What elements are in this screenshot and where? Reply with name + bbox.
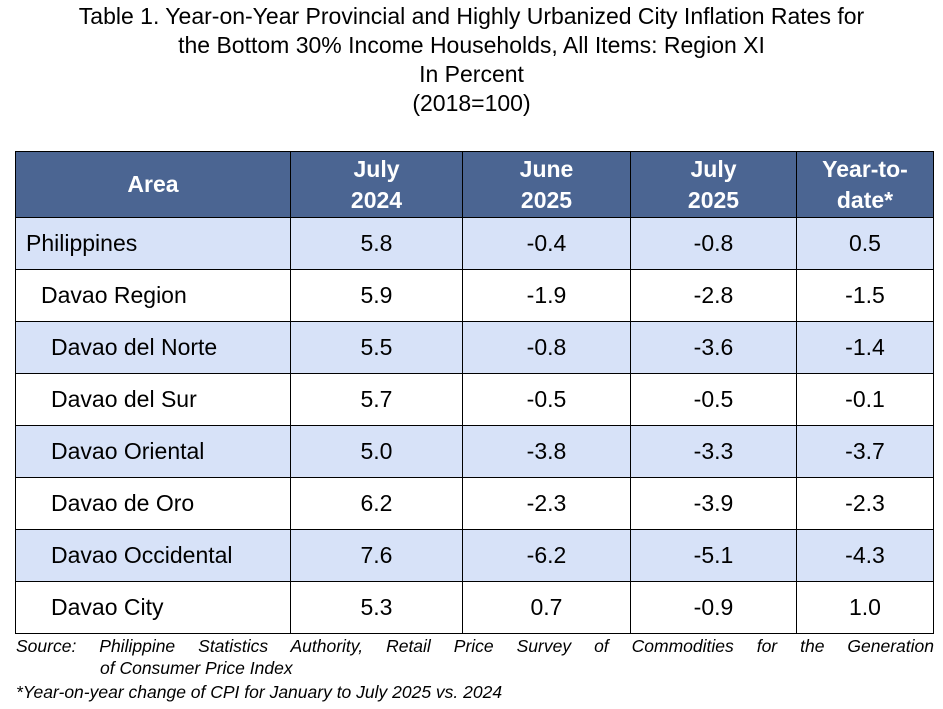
value-cell: -3.3 xyxy=(630,425,797,478)
header-line-1: July xyxy=(353,155,400,182)
table-row: Philippines 5.8 -0.4 -0.8 0.5 xyxy=(15,217,934,270)
value-cell: 5.0 xyxy=(290,425,463,478)
value-cell: 5.5 xyxy=(290,321,463,374)
table-row: Davao del Sur 5.7 -0.5 -0.5 -0.1 xyxy=(15,373,934,426)
value-cell: -0.5 xyxy=(462,373,631,426)
value-cell: -2.8 xyxy=(630,269,797,322)
value-cell: 5.9 xyxy=(290,269,463,322)
value-cell: -0.9 xyxy=(630,581,797,634)
value-cell: 6.2 xyxy=(290,477,463,530)
header-area-label: Area xyxy=(127,171,179,197)
value-cell: -2.3 xyxy=(796,477,934,530)
value-cell: 5.8 xyxy=(290,217,463,270)
value-cell: -3.9 xyxy=(630,477,797,530)
header-line-1: July xyxy=(690,155,737,182)
value-cell: -1.5 xyxy=(796,269,934,322)
value-cell: -0.5 xyxy=(630,373,797,426)
header-july-2025: July 2025 xyxy=(630,151,797,218)
header-line-2: 2025 xyxy=(687,186,740,213)
title-line-2: the Bottom 30% Income Households, All It… xyxy=(178,32,765,58)
value-cell: -0.4 xyxy=(462,217,631,270)
header-year-to-date: Year-to- date* xyxy=(796,151,934,218)
area-cell: Davao Oriental xyxy=(15,425,291,478)
header-line-2: 2024 xyxy=(350,186,403,213)
value-cell: 5.7 xyxy=(290,373,463,426)
value-cell: -1.9 xyxy=(462,269,631,322)
value-cell: -0.8 xyxy=(630,217,797,270)
title-line-1: Table 1. Year-on-Year Provincial and Hig… xyxy=(78,3,865,29)
title-unit: In Percent xyxy=(419,61,524,87)
area-cell: Davao Region xyxy=(15,269,291,322)
value-cell: -6.2 xyxy=(462,529,631,582)
header-area: Area xyxy=(15,151,291,218)
area-cell: Davao del Norte xyxy=(15,321,291,374)
value-cell: -1.4 xyxy=(796,321,934,374)
header-line-2: 2025 xyxy=(520,186,573,213)
area-cell: Davao Occidental xyxy=(15,529,291,582)
header-line-1: Year-to- xyxy=(822,155,908,182)
header-row: Area July 2024 June 2025 July 2025 Year-… xyxy=(15,151,934,218)
value-cell: -0.1 xyxy=(796,373,934,426)
area-cell: Davao City xyxy=(15,581,291,634)
footnote: *Year-on-year change of CPI for January … xyxy=(16,682,503,702)
area-cell: Davao de Oro xyxy=(15,477,291,530)
area-cell: Philippines xyxy=(15,217,291,270)
value-cell: -0.8 xyxy=(462,321,631,374)
source-line-1: Source: Philippine Statistics Authority,… xyxy=(16,636,934,656)
value-cell: 0.5 xyxy=(796,217,934,270)
value-cell: -3.6 xyxy=(630,321,797,374)
value-cell: 7.6 xyxy=(290,529,463,582)
value-cell: 0.7 xyxy=(462,581,631,634)
area-cell: Davao del Sur xyxy=(15,373,291,426)
source-note: Source: Philippine Statistics Authority,… xyxy=(16,635,934,679)
value-cell: -5.1 xyxy=(630,529,797,582)
value-cell: -4.3 xyxy=(796,529,934,582)
table-row: Davao Oriental 5.0 -3.8 -3.3 -3.7 xyxy=(15,425,934,478)
table-row: Davao de Oro 6.2 -2.3 -3.9 -2.3 xyxy=(15,477,934,530)
inflation-table: Area July 2024 June 2025 July 2025 Year-… xyxy=(15,151,934,634)
value-cell: -3.7 xyxy=(796,425,934,478)
title-base-year: (2018=100) xyxy=(412,90,531,116)
header-line-2: date* xyxy=(836,186,894,213)
value-cell: 5.3 xyxy=(290,581,463,634)
header-line-1: June xyxy=(519,155,574,182)
table-row: Davao Occidental 7.6 -6.2 -5.1 -4.3 xyxy=(15,529,934,582)
table-row: Davao Region 5.9 -1.9 -2.8 -1.5 xyxy=(15,269,934,322)
value-cell: -2.3 xyxy=(462,477,631,530)
source-line-2: of Consumer Price Index xyxy=(100,658,293,678)
header-june-2025: June 2025 xyxy=(462,151,631,218)
table-row: Davao City 5.3 0.7 -0.9 1.0 xyxy=(15,581,934,634)
value-cell: 1.0 xyxy=(796,581,934,634)
value-cell: -3.8 xyxy=(462,425,631,478)
header-july-2024: July 2024 xyxy=(290,151,463,218)
table-row: Davao del Norte 5.5 -0.8 -3.6 -1.4 xyxy=(15,321,934,374)
table-title: Table 1. Year-on-Year Provincial and Hig… xyxy=(0,2,943,118)
